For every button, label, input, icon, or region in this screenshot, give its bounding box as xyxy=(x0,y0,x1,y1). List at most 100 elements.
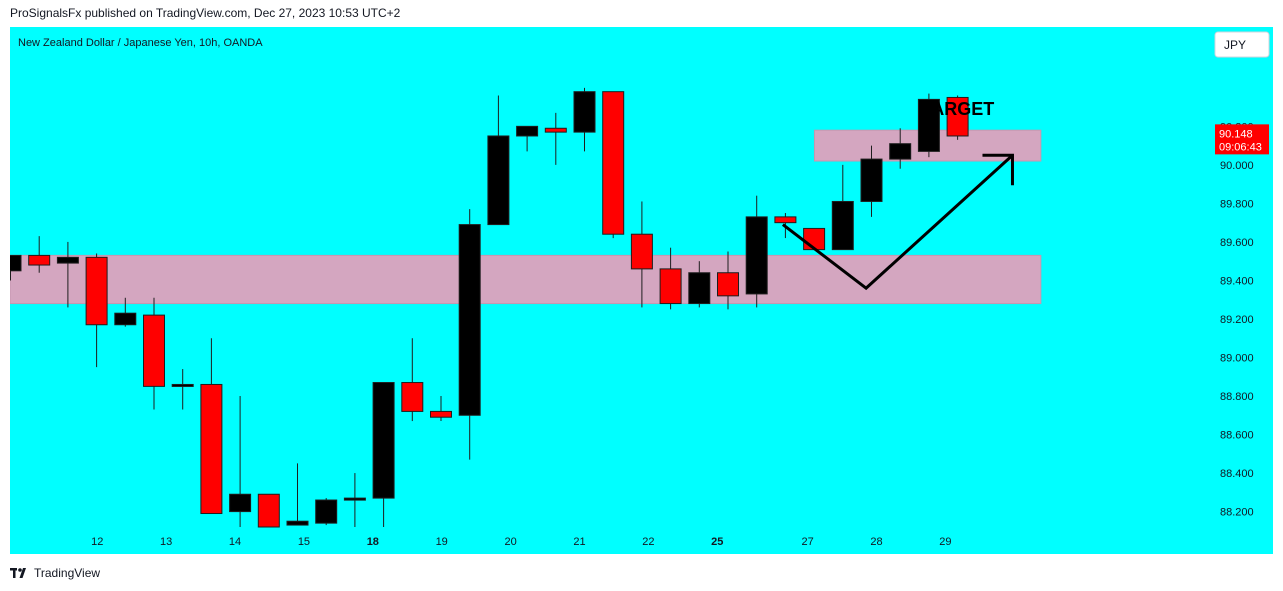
candle-body xyxy=(114,312,137,326)
candle[interactable] xyxy=(430,396,452,422)
candle-body xyxy=(917,98,940,152)
y-tick-label: 88.400 xyxy=(1220,468,1254,480)
candle-body xyxy=(573,91,596,133)
candle[interactable] xyxy=(28,236,51,273)
candle[interactable] xyxy=(114,297,137,327)
publish-info: ProSignalsFx published on TradingView.co… xyxy=(10,6,401,20)
candle-body xyxy=(171,383,194,387)
candle[interactable] xyxy=(315,498,338,526)
candle-body xyxy=(85,256,108,326)
x-tick-label: 21 xyxy=(573,536,585,548)
candle-body xyxy=(143,314,165,387)
candle-body xyxy=(774,216,797,224)
x-tick-label: 13 xyxy=(160,536,172,548)
x-tick-label: 14 xyxy=(229,536,241,548)
candle[interactable] xyxy=(401,338,424,422)
candle-body xyxy=(10,254,22,272)
candle[interactable] xyxy=(602,91,625,239)
candle-body xyxy=(315,499,338,524)
tradingview-brand: TradingView xyxy=(34,566,101,580)
candle[interactable] xyxy=(630,201,653,308)
y-tick-label: 89.800 xyxy=(1220,198,1254,210)
candle-body xyxy=(487,135,510,226)
tradingview-footer[interactable]: TradingView xyxy=(10,566,100,580)
candle-body xyxy=(803,227,826,251)
candle[interactable] xyxy=(946,95,969,140)
candle[interactable] xyxy=(85,253,108,368)
candle-body xyxy=(229,493,252,513)
x-tick-label: 15 xyxy=(298,536,310,548)
candle[interactable] xyxy=(10,254,22,281)
candle-body xyxy=(860,158,883,202)
y-tick-label: 88.600 xyxy=(1220,430,1254,442)
candle[interactable] xyxy=(917,93,940,158)
candle[interactable] xyxy=(56,241,79,308)
candle[interactable] xyxy=(229,396,252,527)
candle-body xyxy=(458,224,481,416)
candle-body xyxy=(745,216,768,295)
candle-body xyxy=(372,382,395,499)
candle-body xyxy=(257,493,280,528)
x-tick-label: 25 xyxy=(711,536,723,548)
candle-body xyxy=(630,233,653,270)
candle[interactable] xyxy=(860,145,883,217)
candle[interactable] xyxy=(803,227,826,251)
candle[interactable] xyxy=(257,493,280,528)
y-tick-label: 90.000 xyxy=(1220,160,1254,172)
x-tick-label: 12 xyxy=(91,536,103,548)
candle-body xyxy=(200,383,223,515)
y-tick-label: 89.200 xyxy=(1220,314,1254,326)
x-tick-label: 22 xyxy=(642,536,654,548)
candle[interactable] xyxy=(573,87,596,152)
candle[interactable] xyxy=(717,251,739,310)
candle-body xyxy=(889,143,912,160)
last-price-countdown: 09:06:43 xyxy=(1219,141,1262,153)
candle[interactable] xyxy=(171,369,194,410)
tradingview-logo-icon xyxy=(10,568,26,578)
candle-body xyxy=(688,272,711,305)
target-annotation: TARGET xyxy=(922,99,995,119)
x-tick-label: 27 xyxy=(802,536,814,548)
candle[interactable] xyxy=(143,297,165,410)
candle[interactable] xyxy=(831,164,854,251)
candle[interactable] xyxy=(200,338,223,515)
x-tick-label: 20 xyxy=(504,536,516,548)
candle-body xyxy=(831,200,854,251)
y-tick-label: 88.200 xyxy=(1220,507,1254,519)
y-tick-label: 89.600 xyxy=(1220,237,1254,249)
candle-body xyxy=(286,520,309,526)
candle-body xyxy=(946,96,969,137)
candle-body xyxy=(28,254,51,266)
candle-body xyxy=(56,256,79,264)
candle[interactable] xyxy=(745,195,768,308)
candle[interactable] xyxy=(487,95,510,226)
candle[interactable] xyxy=(372,382,395,527)
y-tick-label: 89.400 xyxy=(1220,275,1254,287)
candle[interactable] xyxy=(516,125,539,152)
x-tick-label: 29 xyxy=(939,536,951,548)
candle[interactable] xyxy=(286,463,309,526)
candle-body xyxy=(602,91,625,235)
arrow-line xyxy=(781,154,1014,291)
candle-body xyxy=(659,268,682,305)
y-tick-label: 89.000 xyxy=(1220,352,1254,364)
candle[interactable] xyxy=(458,209,481,460)
candle-body xyxy=(516,125,539,137)
supply-demand-zone-0 xyxy=(10,254,1042,305)
last-price-tag xyxy=(1215,124,1269,155)
candle[interactable] xyxy=(343,473,366,527)
candle-body xyxy=(430,410,452,418)
candlestick-chart[interactable]: 90.20090.00089.80089.60089.40089.20089.0… xyxy=(10,27,1273,554)
candle-body xyxy=(343,497,366,501)
candle[interactable] xyxy=(659,247,682,310)
x-tick-label: 19 xyxy=(436,536,448,548)
last-price-value: 90.148 xyxy=(1219,128,1253,140)
candle-body xyxy=(544,127,567,133)
candle[interactable] xyxy=(544,112,567,165)
currency-button[interactable]: JPY xyxy=(1214,31,1270,58)
y-tick-label: 88.800 xyxy=(1220,391,1254,403)
candle[interactable] xyxy=(889,128,912,169)
candle[interactable] xyxy=(688,261,711,308)
chart-title: New Zealand Dollar / Japanese Yen, 10h, … xyxy=(18,37,263,49)
candle-body xyxy=(401,382,424,412)
